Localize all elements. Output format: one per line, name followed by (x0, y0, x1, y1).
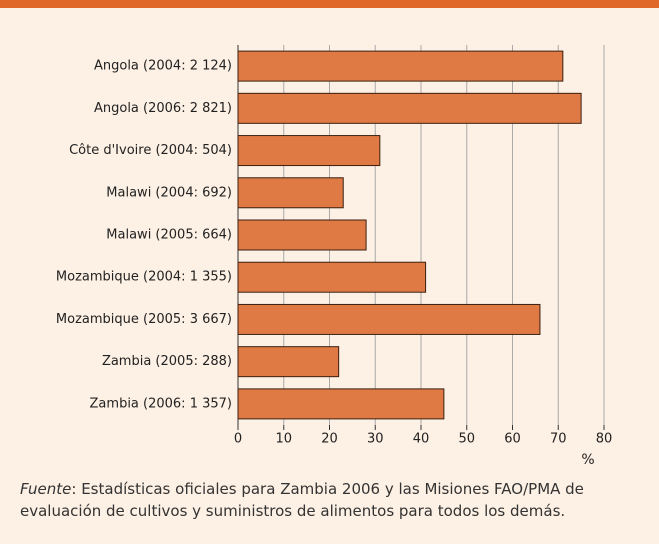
x-tick-label: 60 (504, 432, 521, 447)
y-tick-label: Mozambique (2005: 3 667) (56, 312, 232, 327)
x-tick-label: 30 (367, 432, 384, 447)
bar (237, 303, 541, 335)
y-tick-label: Malawi (2005: 664) (106, 228, 232, 243)
bar (237, 135, 381, 167)
source-label: Fuente (20, 480, 72, 498)
y-tick-label: Malawi (2004: 692) (106, 185, 232, 200)
y-tick-label: Mozambique (2004: 1 355) (56, 270, 232, 285)
y-tick-label: Angola (2006: 2 821) (94, 101, 232, 116)
x-tick-label: 20 (321, 432, 338, 447)
bar (237, 219, 367, 251)
x-tick-label: 50 (458, 432, 475, 447)
bar (237, 177, 344, 209)
chart: 0 10 20 30 40 50 60 70 80% Angola (2004: 2 124) An… (56, 45, 613, 468)
bar (237, 50, 564, 82)
y-tick-label: Zambia (2006: 1 357) (90, 396, 232, 411)
x-tick-label: 0 (234, 432, 242, 447)
source-text: : Estadísticas oficiales para Zambia 200… (20, 480, 584, 520)
bar (237, 92, 582, 124)
source-note: Fuente: Estadísticas oficiales para Zamb… (20, 478, 645, 522)
x-axis-label: % (581, 452, 594, 468)
bar (237, 388, 445, 420)
bar (237, 261, 427, 293)
x-tick-label: 70 (550, 432, 567, 447)
x-tick-label: 10 (275, 432, 292, 447)
y-tick-label: Zambia (2005: 288) (102, 354, 232, 369)
y-tick-label: Angola (2004: 2 124) (94, 59, 232, 74)
x-tick-label: 80 (596, 432, 613, 447)
bar (237, 346, 340, 378)
x-tick-label: 40 (413, 432, 430, 447)
y-tick-label: Côte d'Ivoire (2004: 504) (69, 143, 232, 158)
top-bar (0, 0, 659, 8)
